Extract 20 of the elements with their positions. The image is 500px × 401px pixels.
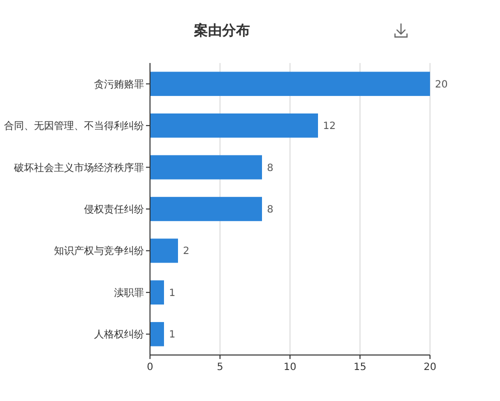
y-tick-label: 侵权责任纠纷: [84, 204, 144, 216]
y-tick-label: 合同、无因管理、不当得利纠纷: [4, 121, 144, 132]
y-tick-label: 破坏社会主义市场经济秩序罪: [14, 162, 144, 174]
x-tick-label: 20: [424, 362, 436, 373]
data-label: 2: [183, 246, 190, 258]
data-label: 1: [169, 330, 176, 341]
data-label: 8: [267, 204, 274, 216]
title: 案由分布: [194, 23, 250, 39]
data-label: 12: [323, 121, 336, 132]
y-tick-label: 人格权纠纷: [94, 330, 144, 341]
data-label: 1: [169, 288, 176, 299]
data-label: 20: [435, 79, 448, 90]
y-tick-label: 贪污贿赂罪: [94, 79, 144, 90]
y-tick-label: 知识产权与竞争纠纷: [54, 246, 144, 258]
x-tick-label: 15: [354, 362, 366, 373]
y-tick-label: 渎职罪: [114, 288, 144, 299]
x-tick-label: 10: [284, 362, 296, 373]
x-tick-label: 0: [146, 362, 154, 373]
x-tick-label: 5: [216, 362, 224, 373]
data-label: 8: [267, 162, 274, 174]
